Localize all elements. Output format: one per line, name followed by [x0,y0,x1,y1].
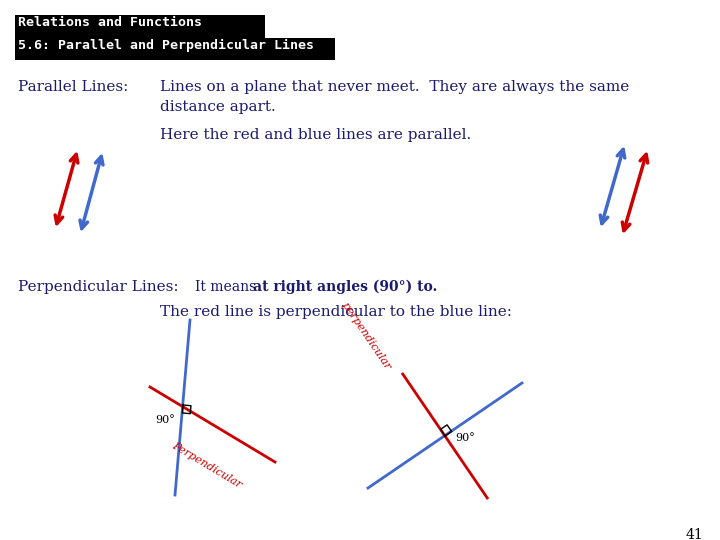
Text: Parallel Lines:: Parallel Lines: [18,80,128,94]
Bar [15,15,265,38]
Text: Perpendicular: Perpendicular [170,440,243,489]
Text: distance apart.: distance apart. [160,100,276,114]
Text: 90°: 90° [155,415,175,425]
Text: Here the red and blue lines are parallel.: Here the red and blue lines are parallel… [160,128,472,142]
Text: at right angles (90°) to.: at right angles (90°) to. [253,280,437,294]
Text: 41: 41 [685,528,703,540]
Text: 5.6: Parallel and Perpendicular Lines: 5.6: Parallel and Perpendicular Lines [18,39,314,52]
Text: Lines on a plane that never meet.  They are always the same: Lines on a plane that never meet. They a… [160,80,629,94]
Text: Perpendicular Lines:: Perpendicular Lines: [18,280,179,294]
Text: It means: It means [195,280,261,294]
Bar [15,38,335,60]
Text: Relations and Functions: Relations and Functions [18,16,202,29]
Text: 90°: 90° [455,433,474,443]
Text: The red line is perpendicular to the blue line:: The red line is perpendicular to the blu… [160,305,512,319]
Text: perpendicular: perpendicular [340,301,392,372]
